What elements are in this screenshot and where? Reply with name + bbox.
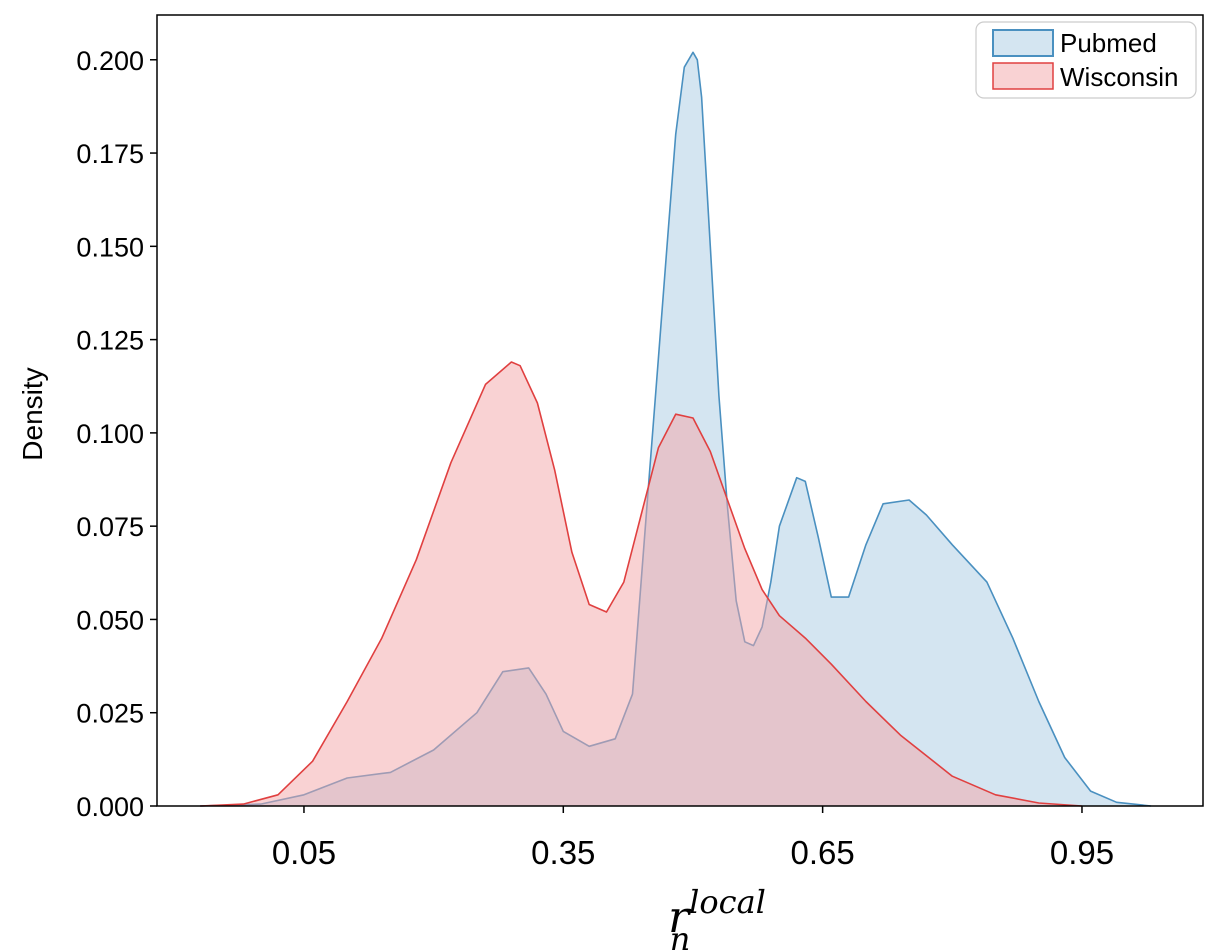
- y-tick-label: 0.100: [76, 419, 144, 449]
- series-layer: [200, 51, 1152, 807]
- y-tick-label: 0.050: [76, 605, 144, 635]
- legend-label-pubmed: Pubmed: [1060, 28, 1157, 58]
- x-axis-label-superscript: local: [689, 883, 766, 921]
- y-axis: 0.000 0.025 0.050 0.075 0.100 0.125 0.150 0.175…: [76, 46, 157, 822]
- y-tick-label: 0.200: [76, 46, 144, 76]
- legend-swatch-pubmed: [992, 29, 1054, 57]
- legend-label-wisconsin: Wisconsin: [1060, 62, 1178, 92]
- y-axis-label: Density: [17, 367, 48, 460]
- legend: Pubmed Wisconsin: [975, 21, 1197, 99]
- x-tick-label: 0.65: [791, 834, 855, 871]
- x-tick-label: 0.95: [1050, 834, 1114, 871]
- y-tick-label: 0.175: [76, 139, 144, 169]
- y-tick-label: 0.125: [76, 326, 144, 356]
- x-axis: 0.05 0.35 0.65 0.95: [272, 806, 1114, 871]
- area-wisconsin: [200, 362, 1082, 806]
- axes-frame: [156, 14, 1204, 807]
- x-axis-label-subscript: n: [670, 920, 691, 951]
- y-tick-label: 0.025: [76, 699, 144, 729]
- y-tick-label: 0.075: [76, 512, 144, 542]
- y-tick-label: 0.000: [76, 792, 144, 822]
- x-axis-label-base: r: [668, 892, 692, 943]
- y-tick-label: 0.150: [76, 232, 144, 262]
- legend-swatch-wisconsin: [992, 62, 1054, 90]
- line-wisconsin: [200, 361, 1083, 807]
- x-tick-label: 0.35: [531, 834, 595, 871]
- x-axis-label: rlocal n: [668, 883, 766, 951]
- x-tick-label: 0.05: [272, 834, 336, 871]
